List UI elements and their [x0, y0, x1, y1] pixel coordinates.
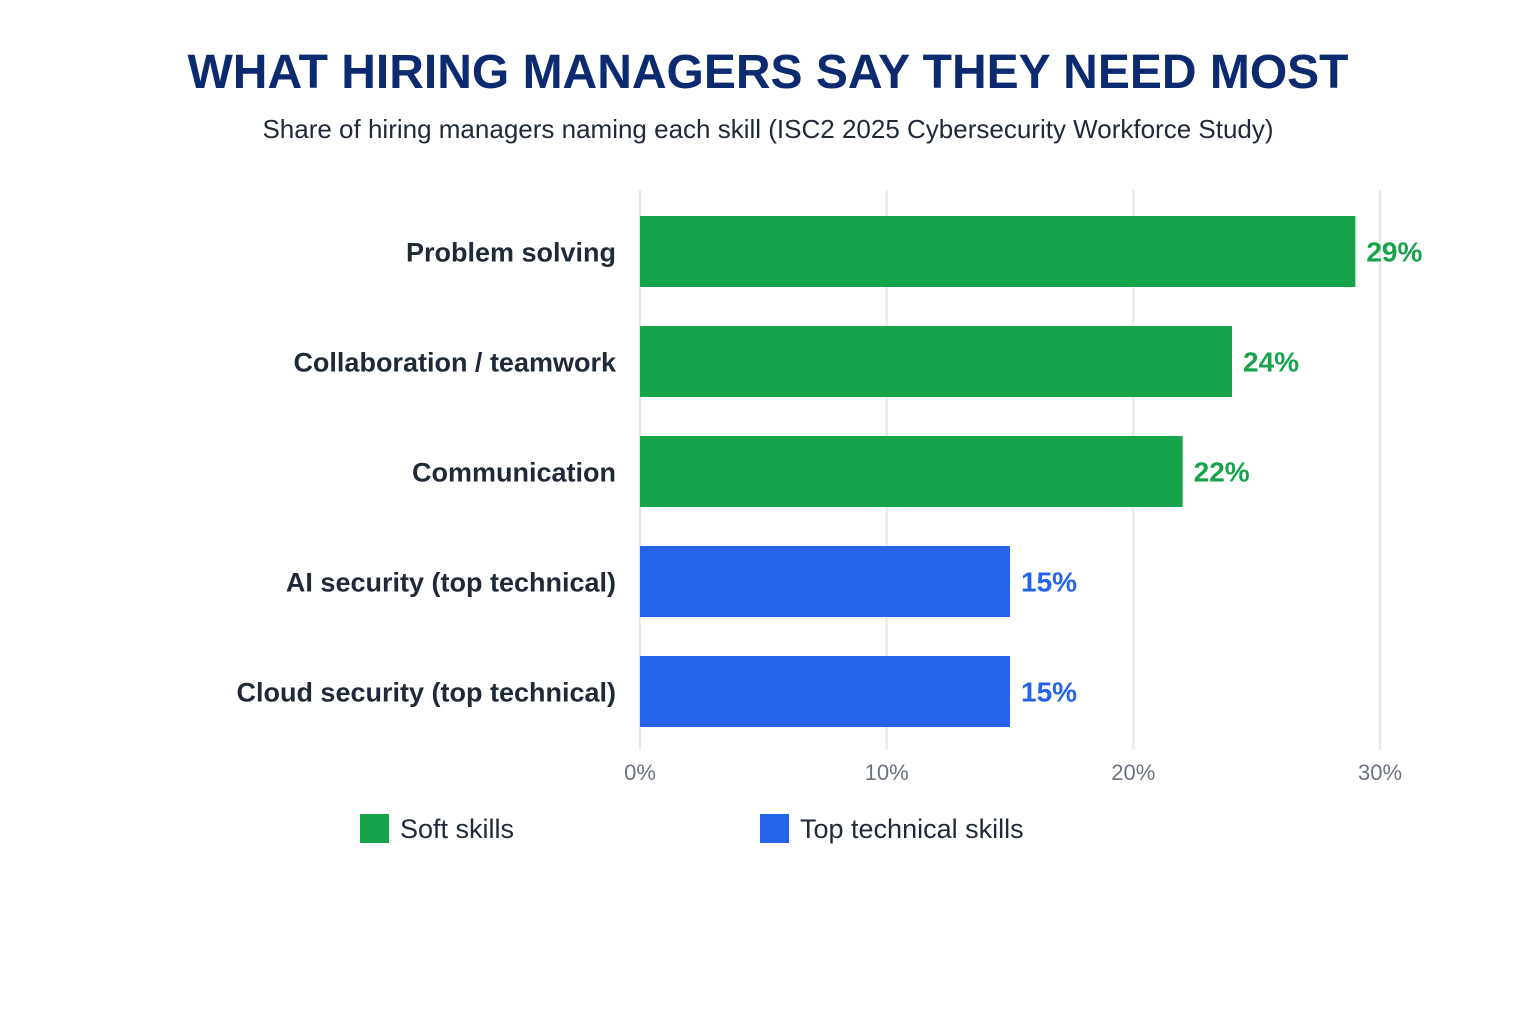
legend: Soft skills Top technical skills: [360, 814, 1024, 844]
category-label: Problem solving: [406, 238, 616, 268]
chart-subtitle: Share of hiring managers naming each ski…: [262, 114, 1273, 144]
legend-label: Top technical skills: [800, 814, 1024, 844]
value-label: 15%: [1021, 567, 1077, 598]
legend-swatch: [360, 814, 389, 843]
legend-swatch: [760, 814, 789, 843]
bars: Problem solving 29% Collaboration / teamwo…: [236, 216, 1422, 727]
value-label: 29%: [1366, 237, 1422, 268]
chart-title: WHAT HIRING MANAGERS SAY THEY NEED MOST: [188, 46, 1349, 99]
category-label: Cloud security (top technical): [236, 678, 616, 708]
x-tick-label: 30%: [1358, 760, 1402, 785]
x-tick-label: 20%: [1111, 760, 1155, 785]
value-label: 22%: [1194, 457, 1250, 488]
value-label: 24%: [1243, 347, 1299, 378]
bar: [640, 546, 1010, 617]
legend-label: Soft skills: [400, 814, 514, 844]
x-tick-label: 0%: [624, 760, 656, 785]
category-label: AI security (top technical): [286, 568, 616, 598]
value-label: 15%: [1021, 677, 1077, 708]
x-axis-ticks: 0% 10% 20% 30%: [624, 760, 1402, 785]
x-tick-label: 10%: [865, 760, 909, 785]
bar: [640, 656, 1010, 727]
category-label: Collaboration / teamwork: [293, 348, 617, 378]
category-label: Communication: [412, 458, 616, 488]
bar: [640, 436, 1183, 507]
bar: [640, 216, 1356, 287]
bar: [640, 326, 1232, 397]
